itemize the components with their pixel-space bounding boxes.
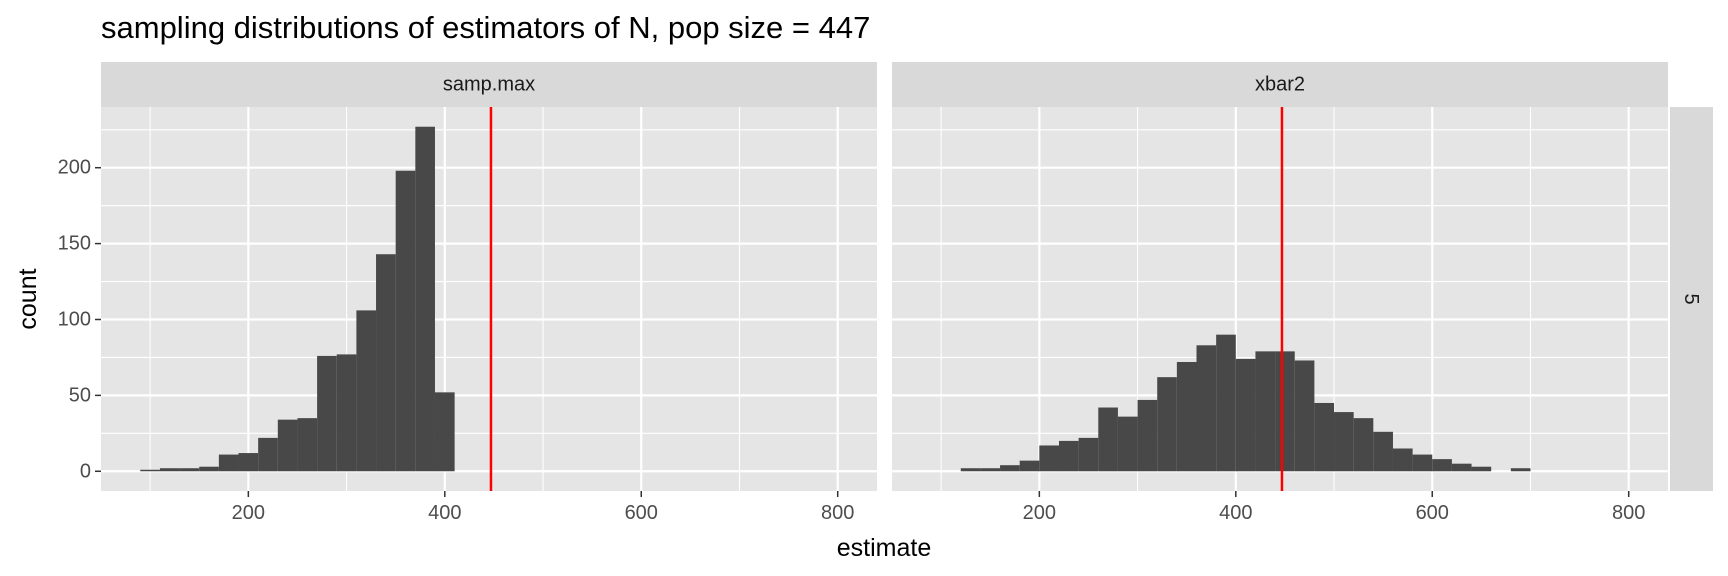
y-axis-title: count [14,268,42,329]
histogram-bar [1039,445,1059,472]
histogram-bar [1157,377,1177,472]
histogram-bar [1353,418,1374,472]
histogram-bar [1314,402,1335,472]
histogram-bar [336,354,357,472]
histogram-bar [1334,412,1354,472]
histogram-bar [1432,459,1452,472]
histogram-bar [1196,345,1217,472]
panel-background [101,107,877,491]
chart-title: sampling distributions of estimators of … [101,10,870,45]
facet-strip [892,62,1668,107]
facet-panel-samp.max: samp.max 200 400 600 800 [101,62,877,524]
histogram-bar [1098,407,1118,472]
histogram-bar [1019,460,1040,472]
histogram-bar [1216,334,1236,472]
facet-strip [101,62,877,107]
y-tick-label: 50 [69,384,91,406]
histogram-bar [140,469,160,472]
x-tick-label: 400 [428,502,461,524]
x-tick-label: 200 [232,502,265,524]
histogram-bar [1373,431,1393,472]
histogram-bar [277,419,298,472]
x-tick-label: 800 [821,502,854,524]
histogram-bar [1412,454,1433,472]
histogram-bar [1471,466,1492,472]
y-axis: 0 50 100 150 200 [58,157,101,482]
row-strip: 5 [1670,107,1713,491]
histogram-bar [1235,358,1256,472]
x-tick-label: 600 [1416,502,1449,524]
y-tick-label: 0 [80,460,91,482]
histogram-bar [980,468,1001,472]
histogram-bar [1078,437,1099,472]
x-tick-label: 600 [625,502,658,524]
histogram-bar [1275,351,1295,472]
facet-strip-label: xbar2 [1255,74,1305,96]
histogram-bar [1255,351,1276,472]
histogram-bar [179,468,200,472]
x-axis-title: estimate [837,534,931,562]
row-strip-label: 5 [1680,293,1702,304]
histogram-bar [1000,465,1020,472]
histogram-bar [1117,416,1138,472]
histogram-bar [395,170,416,472]
y-tick-label: 150 [58,233,91,255]
histogram-bar [415,126,435,472]
histogram-bar [356,310,377,472]
histogram-bar [238,453,259,472]
histogram-bar [1058,440,1079,472]
histogram-bar [297,418,318,472]
histogram-bar [1137,399,1158,472]
histogram-bar [317,355,337,472]
y-tick-label: 200 [58,157,91,179]
histogram-bar [1176,361,1197,472]
histogram-bar [1510,468,1531,472]
x-tick-label: 400 [1219,502,1252,524]
histogram-bar [159,468,180,472]
histogram-bar [1294,360,1315,472]
histogram-bar [258,437,278,472]
x-tick-label: 200 [1023,502,1056,524]
y-tick-label: 100 [58,308,91,330]
histogram-bar [960,468,981,472]
histogram-bar [434,392,455,472]
histogram-bar [376,254,396,472]
histogram-bar [1392,448,1413,472]
facet-strip-label: samp.max [443,74,535,96]
histogram-bar [218,454,239,472]
facet-panels: samp.max 200 400 600 800 xbar2 200 400 600 800 [101,62,1668,524]
histogram-bar [1451,463,1472,472]
x-tick-label: 800 [1612,502,1645,524]
histogram-bar [199,466,219,472]
facet-panel-xbar2: xbar2 200 400 600 800 [892,62,1668,524]
